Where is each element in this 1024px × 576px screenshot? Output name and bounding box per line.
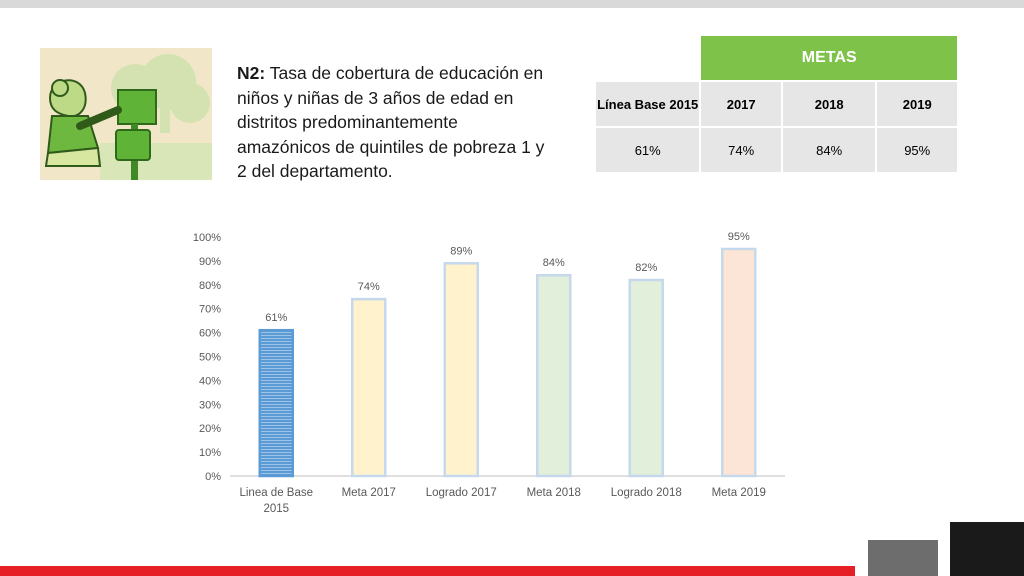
table-header-metas: METAS — [699, 34, 959, 82]
bar — [721, 247, 757, 478]
bar — [258, 328, 294, 478]
table-cell: 74% — [699, 126, 783, 174]
coverage-bar-chart: 0% 10% 20% 30% 40% 50% 60% 70% 80% 90% 100% 61% 74%… — [193, 231, 785, 515]
table-column-header: 2018 — [780, 80, 878, 128]
table-cell: 84% — [780, 126, 878, 174]
x-tick-label: 2015 — [263, 503, 289, 515]
y-tick-label: 70% — [199, 304, 221, 316]
y-tick-label: 50% — [199, 352, 221, 364]
x-tick-label: Logrado 2018 — [611, 487, 682, 499]
y-tick-label: 20% — [199, 423, 221, 435]
data-label: 61% — [265, 312, 287, 324]
bar — [351, 297, 387, 478]
y-tick-label: 40% — [199, 375, 221, 387]
title-text: Tasa de cobertura de educación en niños … — [237, 63, 545, 181]
x-tick-label: Meta 2017 — [342, 487, 396, 499]
data-label: 95% — [728, 231, 750, 243]
x-tick-label: Linea de Base — [239, 487, 313, 499]
table-column-header: Línea Base 2015 — [593, 80, 702, 128]
title-code: N2: — [237, 63, 266, 83]
goals-table: METAS Línea Base 2015 2017 2018 2019 61%… — [593, 34, 959, 174]
y-tick-label: 60% — [199, 328, 221, 340]
bar — [536, 273, 572, 478]
x-tick-label: Logrado 2017 — [426, 487, 497, 499]
y-tick-label: 0% — [205, 471, 221, 483]
child-mailbox-illustration-icon — [40, 48, 212, 180]
y-tick-label: 90% — [199, 256, 221, 268]
table-cell: 61% — [593, 126, 702, 174]
bar — [628, 278, 664, 478]
table-cell: 95% — [875, 126, 959, 174]
y-tick-label: 100% — [193, 232, 221, 244]
data-label: 84% — [543, 257, 565, 269]
top-bar — [0, 0, 1024, 8]
page-title: N2: Tasa de cobertura de educación en ni… — [237, 61, 547, 184]
bottom-red-stripe — [0, 566, 855, 576]
y-tick-label: 10% — [199, 447, 221, 459]
footer-gray-block — [868, 540, 938, 576]
table-column-header: 2017 — [699, 80, 783, 128]
data-label: 89% — [450, 245, 472, 257]
footer-black-block — [950, 522, 1024, 576]
x-tick-label: Meta 2019 — [712, 487, 766, 499]
table-corner-cell — [593, 34, 702, 82]
table-column-header: 2019 — [875, 80, 959, 128]
x-tick-label: Meta 2018 — [527, 487, 581, 499]
data-label: 82% — [635, 262, 657, 274]
data-label: 74% — [358, 281, 380, 293]
bar — [443, 262, 479, 478]
y-tick-label: 80% — [199, 280, 221, 292]
y-tick-label: 30% — [199, 399, 221, 411]
